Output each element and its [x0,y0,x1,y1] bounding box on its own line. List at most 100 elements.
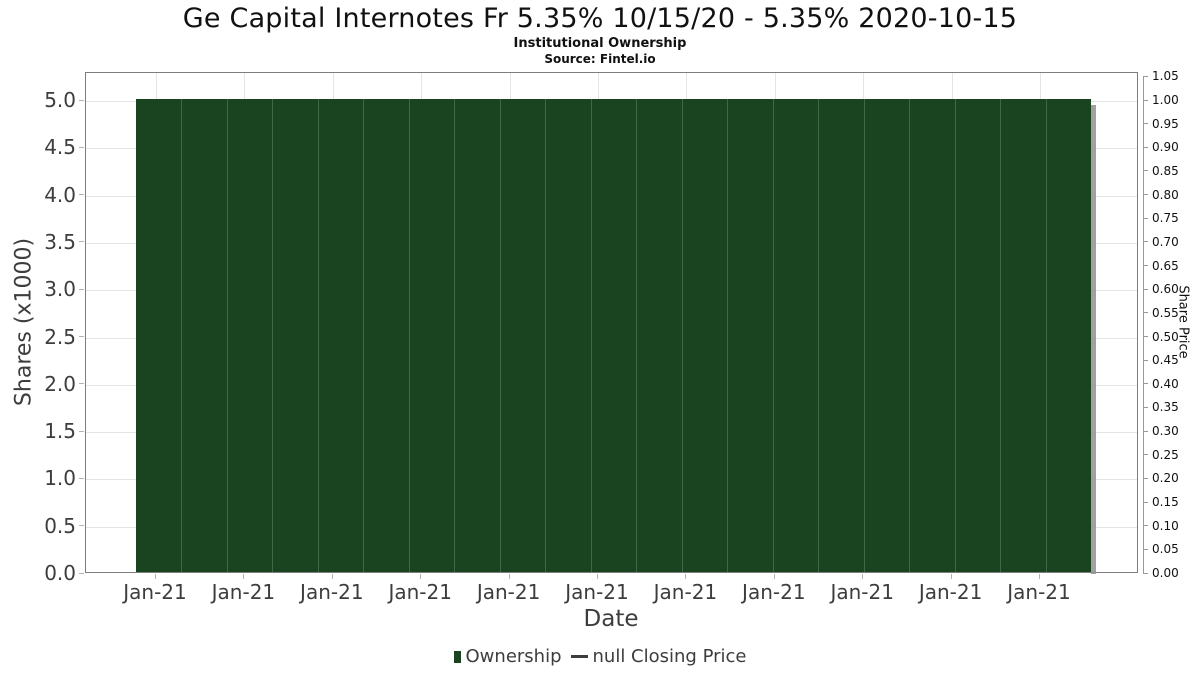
right-tick-mark [1143,194,1148,196]
closing-price-legend-marker-icon [570,655,588,658]
ownership-bar [226,99,273,572]
ownership-bar [1045,99,1091,572]
chart-source: Source: Fintel.io [544,52,656,66]
x-tick-mark [685,574,687,579]
ownership-bar [454,99,500,572]
right-tick-label: 0.60 [1152,282,1179,297]
ownership-bar [272,99,318,572]
left-tick-mark [79,525,84,527]
plot-area [85,72,1138,574]
left-tick-mark [79,572,84,574]
left-tick-mark [79,383,84,385]
chart-subtitle: Institutional Ownership [513,36,687,51]
ownership-legend-marker-icon [453,650,461,663]
right-tick-label: 0.80 [1152,187,1179,202]
right-tick-label: 0.55 [1152,305,1179,320]
x-tick-label: Jan-21 [918,580,983,604]
left-tick-label: 3.5 [44,229,76,254]
legend: Ownership null Closing Price [0,646,1200,667]
right-tick-mark [1143,170,1148,172]
right-tick-mark [1143,75,1148,77]
right-tick-label: 0.45 [1152,353,1179,368]
x-tick-label: Jan-21 [653,580,718,604]
left-tick-mark [79,336,84,337]
ownership-bar [545,99,591,572]
right-tick-mark [1143,406,1148,408]
left-axis-title: Shares (x1000) [11,237,37,407]
bar-series-shadow [1091,105,1096,574]
right-tick-label: 0.35 [1152,400,1179,415]
right-tick-mark [1143,383,1148,385]
x-tick-mark [597,574,598,579]
left-tick-mark [79,288,84,290]
right-tick-mark [1143,217,1148,219]
chart-title: Ge Capital Internotes Fr 5.35% 10/15/20 … [182,3,1018,34]
right-tick-label: 0.25 [1152,447,1179,462]
x-tick-label: Jan-21 [123,580,187,604]
x-axis-title: Date [583,606,639,632]
right-tick-label: 1.00 [1152,93,1179,107]
left-tick-label: 4.0 [44,182,76,207]
left-tick-label: 0.5 [44,513,76,538]
right-tick-mark [1143,501,1148,503]
x-tick-label: Jan-21 [742,580,806,604]
right-tick-mark [1143,312,1148,314]
right-tick-label: 0.30 [1152,424,1179,439]
left-tick-mark [79,241,84,243]
x-tick-mark [950,574,952,579]
x-tick-mark [331,574,333,579]
right-tick-label: 0.40 [1152,376,1179,391]
left-tick-mark [79,194,84,196]
right-tick-mark [1143,336,1148,337]
right-tick-label: 1.05 [1152,69,1179,84]
left-tick-label: 4.5 [44,135,76,160]
x-tick-mark [1039,574,1040,579]
right-tick-mark [1143,454,1148,456]
right-tick-mark [1143,123,1148,125]
x-tick-mark [773,574,775,579]
right-axis-spine [1143,76,1144,574]
left-tick-label: 5.0 [44,88,76,112]
ownership-bar [317,99,364,572]
x-tick-label: Jan-21 [830,580,894,604]
ownership-bar [408,99,455,572]
right-tick-mark [1143,241,1148,243]
legend-label-closing-price: null Closing Price [592,646,747,667]
ownership-bar [636,99,682,572]
right-tick-label: 0.95 [1152,116,1179,131]
right-tick-mark [1143,288,1148,290]
ownership-bar [863,99,910,572]
right-tick-mark [1143,359,1148,361]
ownership-bar [363,99,409,572]
x-tick-label: Jan-21 [300,580,364,604]
x-tick-label: Jan-21 [1007,580,1071,604]
right-axis-title: Share Price [1175,285,1191,359]
ownership-bar [681,99,728,572]
x-tick-label: Jan-21 [565,580,629,604]
left-tick-mark [79,99,84,101]
right-tick-label: 0.10 [1152,518,1179,533]
right-tick-mark [1143,265,1148,267]
legend-label-ownership: Ownership [465,646,562,667]
right-tick-label: 0.85 [1152,163,1179,178]
right-tick-label: 0.15 [1152,495,1179,510]
left-tick-label: 0.0 [44,561,76,585]
right-tick-label: 0.75 [1152,211,1179,226]
ownership-bar [181,99,227,572]
x-tick-label: Jan-21 [211,580,276,604]
right-tick-mark [1143,548,1148,550]
right-tick-mark [1143,525,1148,527]
right-tick-label: 0.05 [1152,542,1179,557]
x-tick-mark [243,574,245,579]
right-tick-label: 0.65 [1152,258,1179,273]
right-tick-mark [1143,146,1148,148]
x-tick-mark [155,574,156,579]
right-tick-label: 0.70 [1152,234,1179,249]
left-tick-label: 1.0 [44,466,76,491]
right-tick-mark [1143,477,1148,479]
right-tick-label: 0.50 [1152,329,1179,344]
right-tick-label: 0.00 [1152,566,1179,580]
left-tick-label: 1.5 [44,419,76,444]
x-tick-label: Jan-21 [388,580,452,604]
